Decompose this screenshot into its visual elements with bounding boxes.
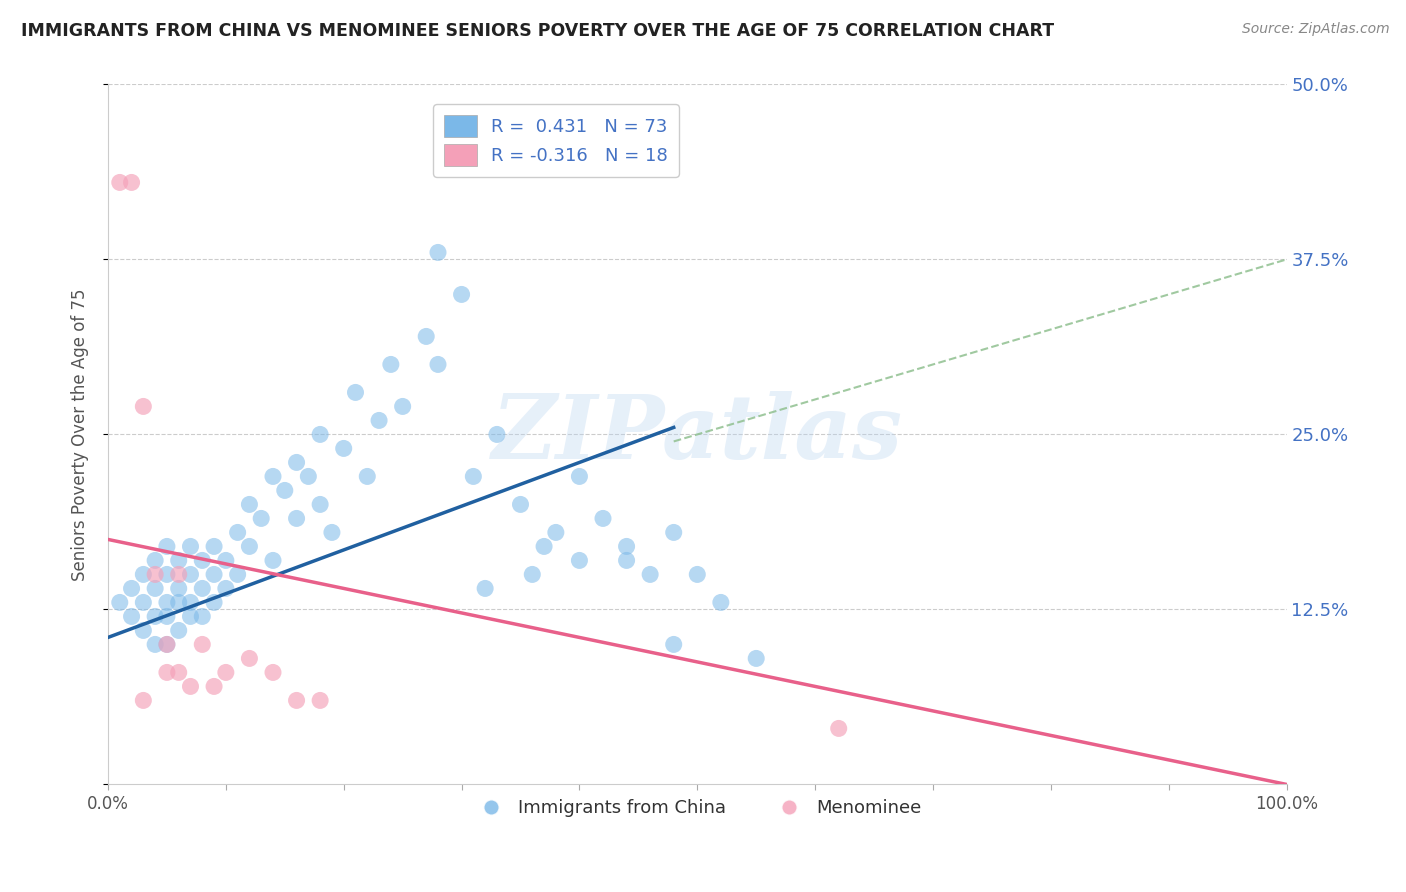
Point bbox=[568, 553, 591, 567]
Point bbox=[533, 540, 555, 554]
Point bbox=[250, 511, 273, 525]
Point bbox=[616, 553, 638, 567]
Point bbox=[132, 624, 155, 638]
Point bbox=[132, 595, 155, 609]
Point bbox=[167, 665, 190, 680]
Point bbox=[485, 427, 508, 442]
Point bbox=[143, 609, 166, 624]
Point bbox=[262, 469, 284, 483]
Point bbox=[167, 595, 190, 609]
Point bbox=[309, 693, 332, 707]
Point bbox=[391, 400, 413, 414]
Point bbox=[226, 567, 249, 582]
Point bbox=[156, 609, 179, 624]
Text: ZIPatlas: ZIPatlas bbox=[492, 392, 903, 478]
Legend: Immigrants from China, Menominee: Immigrants from China, Menominee bbox=[465, 792, 929, 824]
Point bbox=[226, 525, 249, 540]
Point bbox=[662, 525, 685, 540]
Point bbox=[143, 637, 166, 651]
Point bbox=[745, 651, 768, 665]
Point bbox=[191, 609, 214, 624]
Point bbox=[638, 567, 661, 582]
Point bbox=[710, 595, 733, 609]
Point bbox=[202, 595, 225, 609]
Point bbox=[167, 624, 190, 638]
Point bbox=[509, 498, 531, 512]
Point bbox=[179, 595, 201, 609]
Point bbox=[215, 665, 238, 680]
Point bbox=[592, 511, 614, 525]
Point bbox=[309, 427, 332, 442]
Point bbox=[285, 455, 308, 469]
Point bbox=[132, 567, 155, 582]
Point bbox=[238, 651, 260, 665]
Point bbox=[167, 567, 190, 582]
Point bbox=[368, 413, 391, 427]
Point bbox=[568, 469, 591, 483]
Point bbox=[132, 693, 155, 707]
Point bbox=[321, 525, 343, 540]
Point bbox=[108, 176, 131, 190]
Point bbox=[108, 595, 131, 609]
Point bbox=[143, 582, 166, 596]
Point bbox=[238, 540, 260, 554]
Point bbox=[427, 358, 450, 372]
Text: IMMIGRANTS FROM CHINA VS MENOMINEE SENIORS POVERTY OVER THE AGE OF 75 CORRELATIO: IMMIGRANTS FROM CHINA VS MENOMINEE SENIO… bbox=[21, 22, 1054, 40]
Point bbox=[463, 469, 485, 483]
Point bbox=[262, 665, 284, 680]
Point bbox=[191, 582, 214, 596]
Point bbox=[415, 329, 437, 343]
Point bbox=[202, 680, 225, 694]
Text: Source: ZipAtlas.com: Source: ZipAtlas.com bbox=[1241, 22, 1389, 37]
Point bbox=[215, 582, 238, 596]
Point bbox=[380, 358, 402, 372]
Point bbox=[156, 567, 179, 582]
Point bbox=[167, 553, 190, 567]
Point bbox=[191, 637, 214, 651]
Point bbox=[285, 511, 308, 525]
Point bbox=[332, 442, 354, 456]
Point bbox=[544, 525, 567, 540]
Point bbox=[121, 609, 143, 624]
Point bbox=[215, 553, 238, 567]
Point bbox=[132, 400, 155, 414]
Point bbox=[202, 567, 225, 582]
Point bbox=[662, 637, 685, 651]
Y-axis label: Seniors Poverty Over the Age of 75: Seniors Poverty Over the Age of 75 bbox=[72, 288, 89, 581]
Point bbox=[191, 553, 214, 567]
Point bbox=[344, 385, 367, 400]
Point bbox=[156, 665, 179, 680]
Point bbox=[356, 469, 378, 483]
Point bbox=[285, 693, 308, 707]
Point bbox=[474, 582, 496, 596]
Point bbox=[238, 498, 260, 512]
Point bbox=[121, 176, 143, 190]
Point bbox=[143, 553, 166, 567]
Point bbox=[427, 245, 450, 260]
Point bbox=[686, 567, 709, 582]
Point bbox=[179, 567, 201, 582]
Point bbox=[202, 540, 225, 554]
Point bbox=[179, 680, 201, 694]
Point bbox=[450, 287, 472, 301]
Point bbox=[262, 553, 284, 567]
Point bbox=[179, 540, 201, 554]
Point bbox=[156, 637, 179, 651]
Point bbox=[828, 722, 851, 736]
Point bbox=[179, 609, 201, 624]
Point bbox=[167, 582, 190, 596]
Point bbox=[143, 567, 166, 582]
Point bbox=[156, 540, 179, 554]
Point bbox=[156, 595, 179, 609]
Point bbox=[616, 540, 638, 554]
Point bbox=[121, 582, 143, 596]
Point bbox=[297, 469, 319, 483]
Point bbox=[156, 637, 179, 651]
Point bbox=[274, 483, 297, 498]
Point bbox=[522, 567, 544, 582]
Point bbox=[309, 498, 332, 512]
